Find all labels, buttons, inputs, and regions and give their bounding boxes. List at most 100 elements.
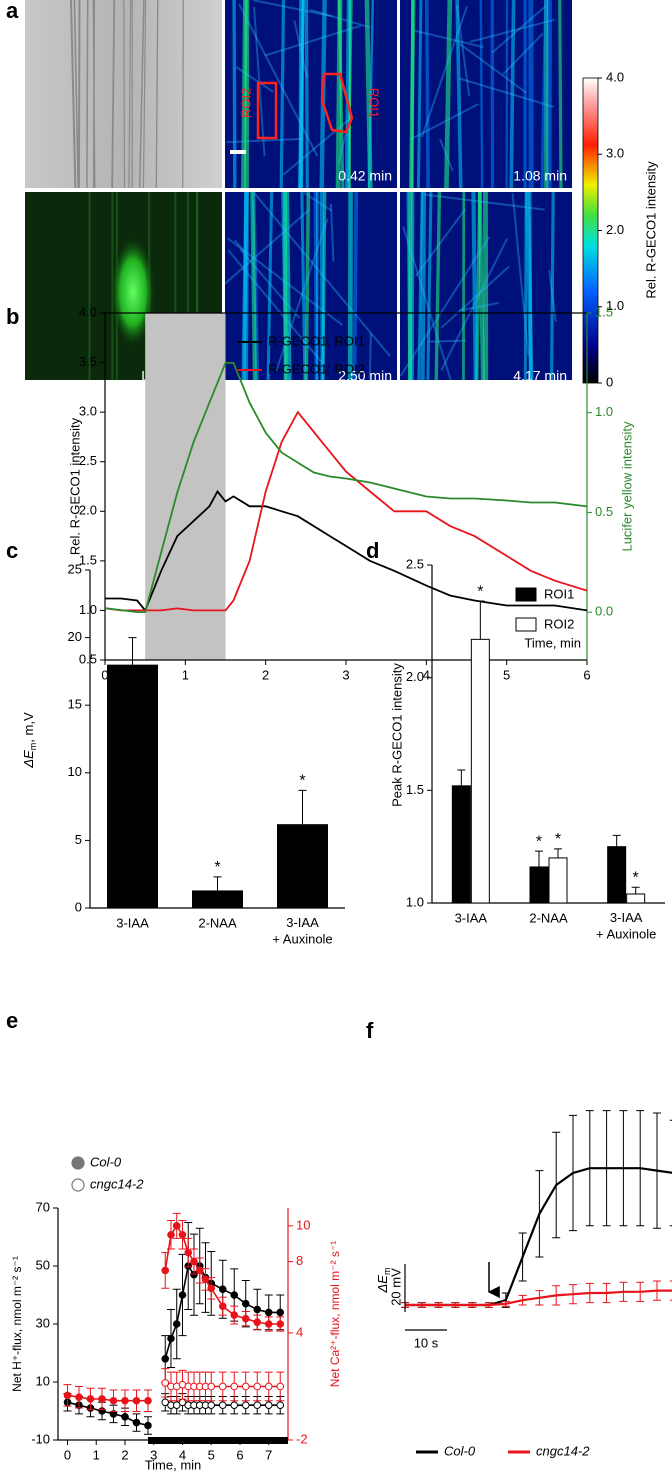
x-tick-label: 3-IAA + Auxinole [596, 910, 656, 941]
signal-cross [253, 6, 266, 157]
data-point [161, 1379, 170, 1387]
colorbar-tick-label: 1.0 [606, 298, 624, 313]
y-tick-label: 3.5 [79, 354, 97, 369]
data-point [230, 1291, 239, 1299]
time-label: 0.42 min [338, 168, 392, 184]
signal-streak [408, 0, 416, 189]
colorbar-label: Rel. R-GECO1 intensity [643, 161, 658, 299]
ly-cell [111, 237, 155, 347]
y-tick-label: 30 [36, 1315, 50, 1330]
error-bar [535, 850, 543, 867]
data-point [121, 1396, 129, 1405]
signal-cross [252, 191, 392, 358]
data-point [207, 1284, 216, 1293]
roi-outline [320, 72, 354, 134]
y-tick-label: 70 [36, 1199, 50, 1214]
signal-cross [429, 339, 466, 343]
x-tick-label: 6 [236, 1447, 243, 1462]
error-bar [298, 789, 307, 825]
error-bar [669, 1119, 672, 1227]
data-point [218, 1382, 227, 1391]
x-tick-label: 2 [121, 1447, 128, 1462]
data-point [253, 1401, 262, 1409]
data-point [276, 1320, 285, 1328]
bar [529, 866, 549, 904]
signal-cross [455, 5, 471, 97]
y-tick-label: 2.0 [79, 503, 97, 518]
data-point [230, 1382, 239, 1391]
roi-label: ROI2 [238, 88, 253, 118]
x-tick-label: 2-NAA [529, 910, 568, 925]
signal-streak [344, 0, 352, 189]
significance: * [477, 583, 483, 600]
series-line [104, 362, 588, 613]
cell-wall [70, 0, 77, 189]
data-point [264, 1382, 273, 1391]
colorbar-tick-label: 2.0 [606, 222, 624, 237]
micrograph [400, 0, 572, 189]
data-point [184, 1248, 193, 1257]
data-point [132, 1396, 141, 1405]
signal-streak [232, 0, 237, 189]
data-point [264, 1308, 273, 1317]
data-point [161, 1355, 170, 1363]
scale-x-label: 10 s [414, 1335, 439, 1350]
signal-cross [439, 138, 454, 172]
data-point [167, 1230, 175, 1239]
text-line: 3-IAA [610, 910, 643, 925]
signal-cross [239, 248, 301, 319]
treatment-bar [147, 1437, 288, 1444]
micrograph [225, 0, 397, 189]
x-tick-label: 3-IAA + Auxinole [272, 915, 332, 946]
x-tick-label: 5 [208, 1447, 215, 1462]
legend-label: Col-0 [90, 1154, 122, 1169]
series-line [405, 1289, 672, 1307]
signal-streak [285, 191, 292, 381]
cell-wall [73, 0, 80, 189]
y2-tick-label: 4 [296, 1324, 303, 1339]
y-tick-label: 10 [36, 1373, 50, 1388]
error-bar [612, 834, 621, 847]
y-tick-label: 1.5 [406, 782, 424, 797]
data-point [264, 1320, 273, 1328]
panel-letter: e [6, 1008, 18, 1033]
colorbar-tick-label: 3.0 [606, 146, 624, 161]
signal-streak [471, 191, 478, 381]
panel-letter: a [6, 0, 19, 23]
signal-cross [414, 208, 467, 277]
signal-cross [227, 249, 324, 365]
y-tick-label: 4.0 [79, 304, 97, 319]
legend-label: ROI2 [544, 616, 574, 631]
y2-tick-label: 1.5 [595, 304, 613, 319]
signal-cross [399, 236, 491, 377]
signal-cross [440, 265, 510, 329]
data-point [253, 1318, 262, 1327]
shade [145, 313, 226, 660]
y-tick-label: 0.5 [79, 651, 97, 666]
y2-tick-label: 8 [296, 1253, 303, 1268]
x-tick-label: 0 [101, 667, 108, 682]
data-point [144, 1396, 152, 1405]
signal-cross [440, 238, 508, 371]
legend-label: ROI1 [544, 586, 574, 601]
data-point [63, 1391, 72, 1400]
cell-wall [155, 0, 159, 189]
x-tick-label: 1 [182, 667, 189, 682]
signal-streak [335, 0, 343, 189]
series-line [67, 1224, 281, 1402]
signal-cross [511, 193, 530, 356]
series-line [405, 1167, 672, 1307]
y-tick-label: 0 [75, 899, 82, 914]
cell-wall [92, 0, 96, 189]
signal-cross [337, 130, 348, 164]
y-tick-label: 5 [75, 832, 82, 847]
signal-cross [469, 18, 556, 43]
ylabel-sub: m [28, 743, 38, 751]
legend-label: cngc14-2 [536, 1443, 590, 1458]
y-tick-label: 50 [36, 1257, 50, 1272]
signal-streak [479, 0, 484, 189]
time-label: 2.50 min [338, 368, 392, 384]
signal-cross [502, 32, 544, 76]
cell-wall [142, 0, 147, 189]
data-point [86, 1395, 95, 1403]
